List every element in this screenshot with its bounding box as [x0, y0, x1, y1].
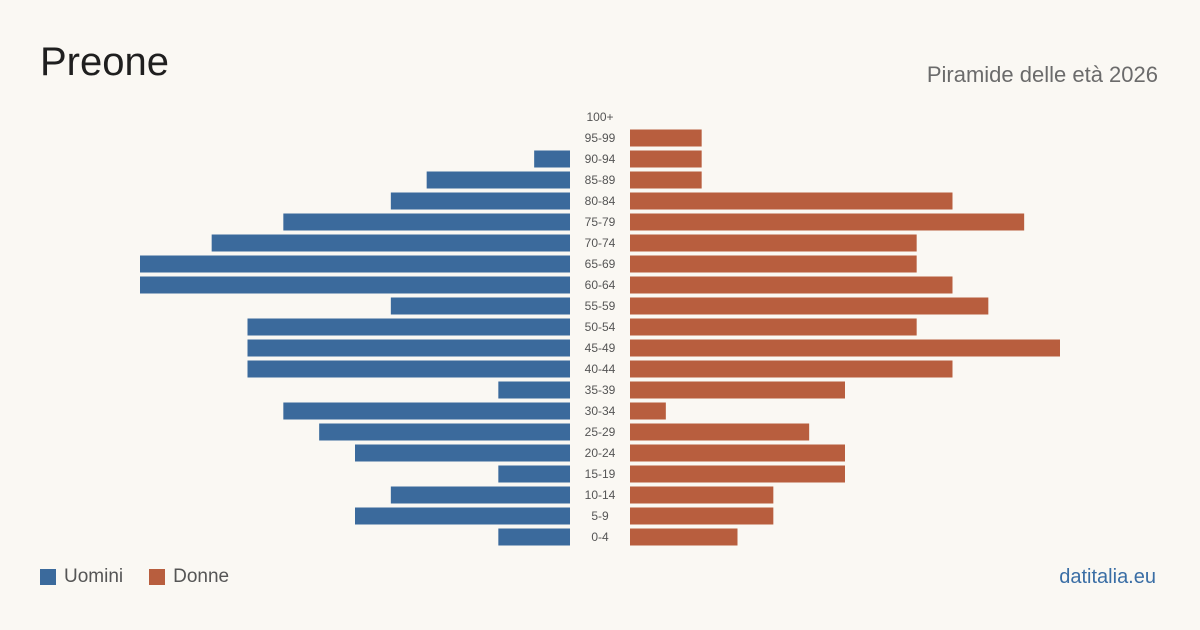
bar-women-60-64: [630, 276, 953, 294]
age-label-70-74: 70-74: [585, 236, 616, 250]
bar-women-95-99: [630, 129, 702, 147]
bar-women-0-4: [630, 528, 738, 546]
bar-men-75-79: [283, 213, 570, 231]
age-label-50-54: 50-54: [585, 320, 616, 334]
bar-women-20-24: [630, 444, 845, 462]
bar-women-30-34: [630, 402, 666, 420]
bar-men-10-14: [390, 486, 570, 504]
bar-men-20-24: [355, 444, 570, 462]
age-label-55-59: 55-59: [585, 299, 616, 313]
bar-men-0-4: [498, 528, 570, 546]
bar-men-65-69: [140, 255, 570, 273]
bar-women-50-54: [630, 318, 917, 336]
bar-women-45-49: [630, 339, 1060, 357]
bar-women-40-44: [630, 360, 953, 378]
age-label-20-24: 20-24: [585, 446, 616, 460]
bar-men-15-19: [498, 465, 570, 483]
age-label-45-49: 45-49: [585, 341, 616, 355]
bar-men-50-54: [247, 318, 570, 336]
bar-women-5-9: [630, 507, 774, 525]
bar-men-70-74: [211, 234, 570, 252]
age-label-5-9: 5-9: [591, 509, 609, 523]
bar-women-15-19: [630, 465, 845, 483]
bar-women-70-74: [630, 234, 917, 252]
legend-label-men: Uomini: [64, 566, 124, 587]
bar-women-80-84: [630, 192, 953, 210]
bar-men-40-44: [247, 360, 570, 378]
bar-men-30-34: [283, 402, 570, 420]
age-label-10-14: 10-14: [585, 488, 616, 502]
bar-men-80-84: [390, 192, 570, 210]
bar-men-35-39: [498, 381, 570, 399]
legend-item-women: Donne: [149, 566, 229, 588]
legend-label-women: Donne: [173, 566, 230, 587]
bar-women-10-14: [630, 486, 774, 504]
bar-men-85-89: [426, 171, 570, 189]
bar-men-5-9: [355, 507, 570, 525]
age-label-95-99: 95-99: [585, 131, 616, 145]
age-label-15-19: 15-19: [585, 467, 616, 481]
legend: Uomini Donne: [40, 566, 255, 588]
age-label-85-89: 85-89: [585, 173, 616, 187]
bar-women-90-94: [630, 150, 702, 168]
legend-swatch-men: [40, 569, 56, 585]
legend-swatch-women: [149, 569, 166, 585]
chart-title: Preone: [40, 40, 169, 84]
bar-men-25-29: [319, 423, 570, 441]
age-label-75-79: 75-79: [585, 215, 616, 229]
bar-women-65-69: [630, 255, 917, 273]
age-label-100plus: 100+: [586, 110, 613, 124]
bar-men-45-49: [247, 339, 570, 357]
bar-women-35-39: [630, 381, 845, 399]
bar-men-60-64: [140, 276, 570, 294]
brand-link[interactable]: datitalia.eu: [1059, 566, 1156, 588]
bar-men-55-59: [390, 297, 570, 315]
age-label-40-44: 40-44: [585, 362, 616, 376]
age-label-60-64: 60-64: [585, 278, 616, 292]
bar-women-75-79: [630, 213, 1025, 231]
bar-women-25-29: [630, 423, 810, 441]
age-label-25-29: 25-29: [585, 425, 616, 439]
age-label-0-4: 0-4: [591, 530, 609, 544]
age-label-35-39: 35-39: [585, 383, 616, 397]
bar-women-85-89: [630, 171, 702, 189]
age-label-90-94: 90-94: [585, 152, 616, 166]
bar-women-55-59: [630, 297, 989, 315]
legend-item-men: Uomini: [40, 566, 123, 588]
bar-men-90-94: [534, 150, 570, 168]
age-label-65-69: 65-69: [585, 257, 616, 271]
age-label-30-34: 30-34: [585, 404, 616, 418]
chart-subtitle: Piramide delle età 2026: [926, 62, 1158, 87]
age-label-80-84: 80-84: [585, 194, 616, 208]
